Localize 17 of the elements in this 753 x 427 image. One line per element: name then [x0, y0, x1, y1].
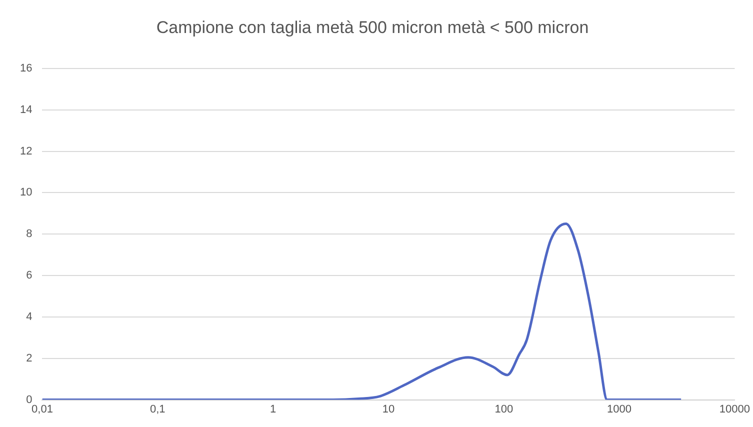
x-tick-label: 100 — [494, 403, 514, 416]
x-tick-label: 0,01 — [32, 403, 53, 416]
y-tick-label: 10 — [20, 186, 32, 199]
y-tick-label: 8 — [26, 228, 32, 240]
y-tick-label: 12 — [20, 145, 32, 158]
x-tick-label: 1000 — [607, 403, 632, 416]
x-tick-label: 10 — [382, 403, 395, 416]
y-tick-label: 6 — [26, 270, 32, 282]
y-tick-label: 14 — [20, 104, 32, 116]
x-tick-label: 0,1 — [150, 403, 166, 416]
y-tick-label: 16 — [20, 62, 32, 74]
y-tick-label: 4 — [26, 310, 32, 323]
y-tick-label: 0 — [26, 394, 32, 406]
chart-title: Campione con taglia metà 500 micron metà < 500 micron — [156, 18, 589, 37]
x-tick-label: 10000 — [719, 403, 750, 416]
y-tick-label: 2 — [26, 352, 32, 364]
x-tick-label: 1 — [270, 403, 276, 416]
